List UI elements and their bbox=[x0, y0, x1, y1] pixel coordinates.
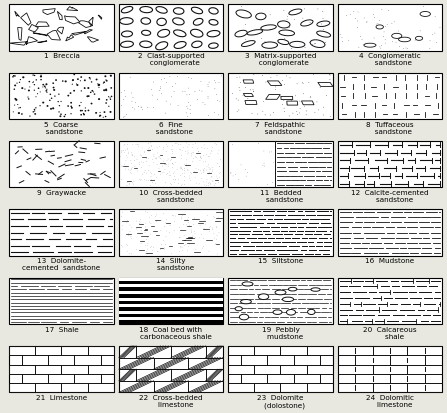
Text: 13  Dolomite-
cemented  sandstone: 13 Dolomite- cemented sandstone bbox=[22, 258, 101, 271]
Text: 7  Feldspathic
   sandstone: 7 Feldspathic sandstone bbox=[255, 121, 306, 135]
Text: 10  Cross-bedded
    sandstone: 10 Cross-bedded sandstone bbox=[139, 190, 203, 203]
Text: 9  Graywacke: 9 Graywacke bbox=[37, 190, 86, 196]
Text: 24  Dolomitic
    limestone: 24 Dolomitic limestone bbox=[366, 394, 414, 407]
Text: 18  Coal bed with
    carbonaceous shale: 18 Coal bed with carbonaceous shale bbox=[131, 326, 211, 339]
Text: 21  Limestone: 21 Limestone bbox=[36, 394, 87, 400]
Text: 19  Pebbly
    mudstone: 19 Pebbly mudstone bbox=[258, 326, 303, 339]
Text: 14  Silty
    sandstone: 14 Silty sandstone bbox=[148, 258, 194, 271]
Text: 3  Matrix-supported
   conglomerate: 3 Matrix-supported conglomerate bbox=[245, 53, 316, 66]
Text: 6  Fine
   sandstone: 6 Fine sandstone bbox=[149, 121, 193, 135]
Text: 12  Calcite-cemented
    sandstone: 12 Calcite-cemented sandstone bbox=[351, 190, 429, 203]
Text: 16  Mudstone: 16 Mudstone bbox=[365, 258, 415, 264]
Text: 8  Tuffaceous
   sandstone: 8 Tuffaceous sandstone bbox=[366, 121, 414, 135]
Text: 4  Conglomeratic
   sandstone: 4 Conglomeratic sandstone bbox=[359, 53, 421, 66]
Text: 17  Shale: 17 Shale bbox=[45, 326, 78, 332]
Text: 11  Bedded
    sandstone: 11 Bedded sandstone bbox=[257, 190, 304, 203]
Text: 20  Calcareous
    shale: 20 Calcareous shale bbox=[363, 326, 417, 339]
Text: 15  Siltstone: 15 Siltstone bbox=[258, 258, 303, 264]
Text: 23  Dolomite
    (dolostone): 23 Dolomite (dolostone) bbox=[256, 394, 305, 408]
Text: 22  Cross-bedded
    limestone: 22 Cross-bedded limestone bbox=[139, 394, 203, 407]
Text: 2  Clast-supported
   conglomerate: 2 Clast-supported conglomerate bbox=[138, 53, 204, 66]
Text: 5  Coarse
   sandstone: 5 Coarse sandstone bbox=[39, 121, 84, 135]
Text: 1  Breccia: 1 Breccia bbox=[43, 53, 80, 59]
